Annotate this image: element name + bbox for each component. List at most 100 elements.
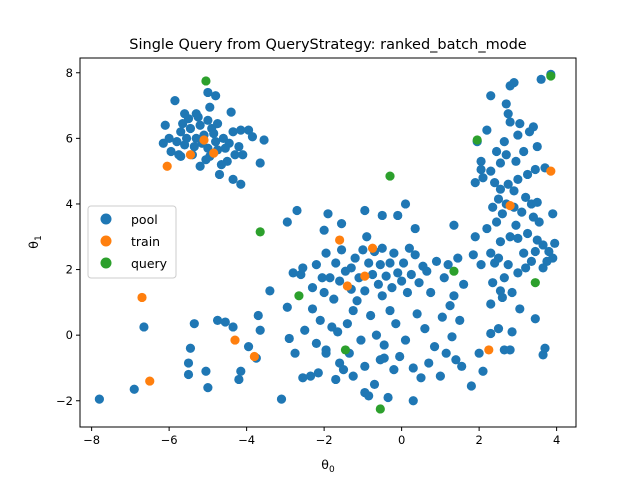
pool-point: [205, 102, 215, 112]
train-point: [546, 166, 556, 176]
pool-point: [524, 127, 535, 137]
x-tick-label: −8: [83, 433, 100, 447]
train-point: [199, 135, 209, 145]
pool-point: [406, 269, 416, 280]
pool-point: [495, 184, 506, 194]
pool-point: [323, 209, 333, 219]
pool-point: [503, 260, 513, 270]
legend-label-train: train: [131, 234, 160, 249]
pool-point: [491, 146, 502, 157]
pool-point: [443, 260, 453, 270]
pool-point: [493, 194, 504, 204]
pool-point: [338, 365, 349, 375]
query-point: [472, 135, 482, 145]
pool-point: [333, 327, 343, 337]
pool-point: [499, 137, 509, 147]
query-point: [201, 76, 211, 86]
pool-point: [214, 169, 225, 180]
pool-point: [305, 371, 316, 381]
pool-point: [404, 243, 414, 253]
pool-point: [476, 260, 486, 270]
pool-point: [503, 179, 513, 189]
pool-point: [284, 333, 294, 344]
pool-point: [513, 233, 523, 243]
pool-point: [325, 273, 335, 283]
pool-point: [166, 146, 176, 157]
pool-point: [259, 135, 269, 145]
pool-point: [360, 361, 370, 371]
pool-point: [375, 260, 385, 270]
pool-point: [379, 353, 389, 363]
train-point: [137, 292, 147, 303]
pool-point: [311, 338, 321, 348]
pool-point: [532, 197, 542, 207]
pool-point: [203, 87, 213, 98]
pool-point: [389, 248, 399, 258]
train-point: [360, 271, 370, 281]
pool-point: [358, 245, 368, 255]
pool-point: [331, 374, 341, 385]
pool-point: [321, 348, 331, 358]
pool-point: [509, 78, 519, 88]
pool-point: [230, 150, 240, 160]
pool-point: [420, 324, 430, 334]
pool-point: [189, 319, 199, 329]
pool-point: [350, 253, 360, 263]
pool-point: [203, 115, 213, 125]
x-tick-label: 4: [553, 433, 560, 447]
pool-point: [408, 396, 418, 406]
pool-point: [180, 109, 190, 119]
pool-point: [181, 133, 192, 143]
pool-point: [216, 160, 227, 170]
pool-point: [431, 256, 442, 266]
pool-point: [416, 373, 426, 383]
pool-point: [367, 269, 378, 280]
pool-point: [139, 322, 149, 332]
pool-point: [243, 342, 254, 352]
pool-point: [400, 199, 411, 209]
pool-point: [486, 248, 496, 258]
y-tick-label: −2: [56, 394, 73, 408]
pool-point: [501, 99, 511, 109]
pool-point: [398, 258, 409, 268]
pool-point: [534, 217, 544, 227]
pool-point: [369, 379, 380, 389]
pool-point: [321, 248, 331, 258]
pool-point: [158, 138, 168, 148]
pool-point: [292, 205, 302, 216]
pool-point: [441, 348, 451, 358]
pool-point: [255, 325, 265, 335]
pool-point: [410, 223, 420, 234]
pool-point: [236, 179, 246, 189]
pool-point: [377, 291, 387, 301]
pool-point: [486, 91, 496, 101]
pool-point: [185, 123, 196, 134]
train-point: [505, 201, 515, 211]
x-axis-label: θ0: [321, 457, 335, 475]
x-tick-label: −2: [316, 433, 333, 447]
pool-point: [220, 143, 230, 153]
pool-point: [414, 278, 424, 288]
pool-point: [298, 373, 308, 383]
pool-point: [513, 268, 523, 278]
pool-point: [329, 294, 339, 304]
legend-label-query: query: [131, 256, 168, 271]
pool-point: [203, 383, 213, 393]
pool-point: [228, 322, 238, 332]
pool-point: [522, 228, 533, 239]
pool-point: [298, 263, 308, 273]
pool-point: [548, 209, 558, 219]
pool-point: [530, 246, 540, 257]
pool-point: [538, 240, 548, 250]
pool-point: [478, 173, 488, 183]
pool-point: [426, 287, 436, 298]
pool-point: [515, 119, 525, 129]
pool-point: [385, 305, 395, 316]
pool-point: [315, 315, 325, 325]
pool-point: [160, 120, 170, 130]
pool-point: [517, 207, 527, 217]
pool-point: [474, 348, 484, 358]
y-tick-label: 8: [66, 66, 73, 80]
pool-point: [201, 366, 211, 376]
pool-point: [212, 119, 223, 129]
